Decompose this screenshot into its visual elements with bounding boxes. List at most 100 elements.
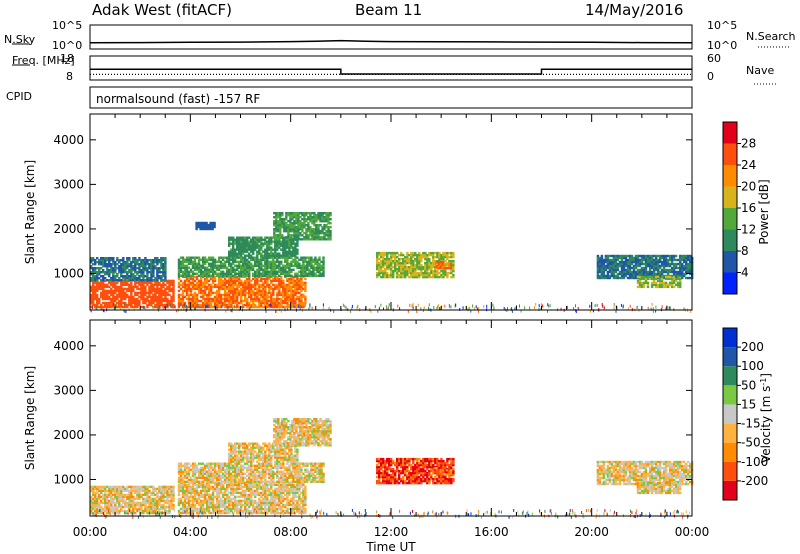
scatter-cell: [181, 507, 185, 511]
scatter-cell: [650, 266, 654, 270]
scatter-cell: [106, 271, 109, 274]
scatter-cell: [290, 268, 293, 271]
scatter-cell: [250, 250, 253, 253]
scatter-cell: [273, 234, 276, 237]
scatter-cell: [292, 275, 295, 279]
scatter-cell: [652, 270, 656, 274]
scatter-cell: [112, 487, 115, 491]
scatter-cell: [447, 265, 451, 268]
scatter-cell: [217, 268, 221, 271]
scatter-cell: [238, 256, 241, 259]
scatter-cell: [130, 493, 133, 497]
scatter-cell: [274, 268, 277, 271]
scatter-cell: [100, 487, 103, 491]
scatter-cell: [162, 267, 165, 270]
scatter-cell: [102, 261, 105, 264]
scatter-cell: [150, 299, 153, 303]
scatter-cell: [172, 503, 175, 507]
scatter-cell: [90, 305, 93, 309]
scatter-cell: [236, 248, 239, 251]
scatter-cell: [298, 285, 301, 289]
scatter-cell: [444, 259, 447, 263]
scatter-cell: [620, 262, 624, 266]
scatter-cell: [158, 495, 161, 499]
scatter-cell: [199, 227, 202, 231]
scatter-cell: [203, 493, 207, 497]
scatter-cell: [246, 242, 249, 245]
scatter-cell: [321, 236, 324, 239]
scatter-cell: [102, 257, 105, 260]
scatter-cell: [325, 234, 328, 237]
scatter-cell: [126, 501, 129, 505]
scatter-cell: [179, 507, 183, 511]
scatter-cell: [256, 250, 259, 253]
scatter-cell: [209, 299, 213, 303]
noise-cell: [299, 306, 301, 310]
noise-cell: [143, 305, 145, 309]
scatter-cell: [191, 495, 195, 499]
scatter-cell: [215, 293, 219, 297]
scatter-cell: [110, 305, 113, 309]
scatter-cell: [321, 218, 324, 221]
scatter-cell: [602, 258, 606, 262]
scatter-cell: [134, 497, 137, 501]
scatter-cell: [685, 260, 688, 264]
scatter-cell: [648, 258, 652, 262]
scatter-cell: [654, 277, 658, 281]
noise-cell: [370, 309, 372, 313]
noise-cell: [125, 309, 127, 313]
scatter-cell: [432, 269, 435, 273]
noise-cell: [547, 303, 549, 307]
scatter-cell: [207, 483, 211, 487]
scatter-cell: [672, 272, 676, 276]
scatter-cell: [211, 281, 215, 285]
scatter-cell: [146, 277, 149, 280]
scatter-cell: [317, 216, 320, 219]
scatter-cell: [254, 246, 257, 249]
scatter-cell: [162, 281, 165, 285]
scatter-cell: [388, 267, 391, 271]
scatter-cell: [138, 493, 141, 497]
scatter-cell: [104, 293, 107, 297]
scatter-cell: [628, 256, 632, 260]
scatter-cell: [191, 285, 195, 289]
scatter-cell: [319, 212, 322, 215]
scatter-cell: [92, 299, 95, 303]
scatter-cell: [390, 257, 393, 261]
scatter-cell: [277, 234, 280, 237]
scatter-cell: [286, 246, 289, 249]
scatter-cell: [303, 224, 306, 227]
scatter-cell: [140, 281, 143, 285]
scatter-cell: [94, 289, 97, 293]
scatter-cell: [614, 270, 618, 274]
scatter-cell: [205, 493, 209, 497]
scatter-cell: [288, 244, 291, 247]
scatter-cell: [420, 255, 423, 259]
scatter-cell: [179, 303, 183, 307]
scatter-cell: [205, 483, 209, 487]
scatter-cell: [199, 495, 203, 499]
scatter-cell: [110, 279, 113, 282]
scatter-cell: [642, 254, 646, 258]
scatter-cell: [158, 271, 161, 274]
scatter-cell: [290, 301, 293, 305]
scatter-cell: [390, 267, 393, 271]
scatter-cell: [124, 277, 127, 280]
scatter-cell: [236, 244, 239, 247]
scatter-cell: [640, 256, 644, 260]
scatter-cell: [166, 509, 169, 513]
scatter-cell: [295, 238, 298, 241]
scatter-cell: [116, 491, 119, 495]
scatter-cell: [305, 238, 308, 241]
scatter-cell: [264, 279, 267, 283]
scatter-cell: [266, 283, 269, 287]
scatter-cell: [170, 283, 173, 287]
scatter-cell: [296, 281, 299, 285]
scatter-cell: [439, 267, 443, 270]
scatter-cell: [156, 505, 159, 509]
scatter-cell: [606, 274, 610, 278]
scatter-cell: [252, 242, 255, 245]
scatter-cell: [264, 297, 267, 301]
scatter-cell: [205, 295, 209, 299]
scatter-cell: [189, 277, 193, 281]
